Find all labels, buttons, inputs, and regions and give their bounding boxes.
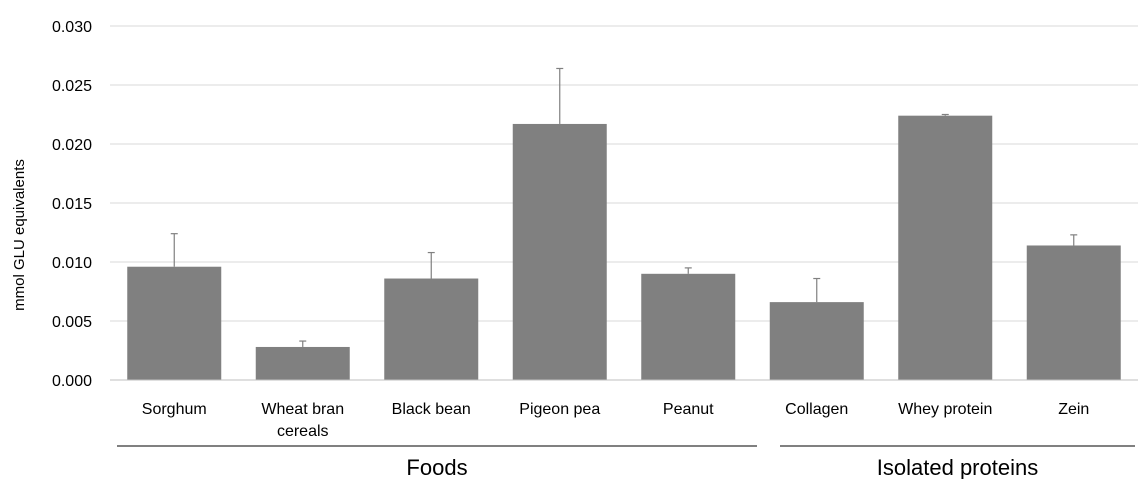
x-tick-label: Collagen xyxy=(785,401,848,418)
x-tick-label: cereals xyxy=(277,423,329,440)
bar xyxy=(512,123,607,380)
group-label: Isolated proteins xyxy=(877,455,1038,479)
labels: 0.000 0.005 0.010 0.015 0.020 0.025 0.030 Sorgh… xyxy=(52,19,1089,480)
y-tick-label: 0.020 xyxy=(52,137,92,154)
x-tick-label: Peanut xyxy=(663,401,714,418)
bar xyxy=(898,115,993,381)
y-tick-label: 0.000 xyxy=(52,373,92,390)
y-tick-label: 0.010 xyxy=(52,255,92,272)
x-tick-label: Whey protein xyxy=(898,401,992,418)
x-tick-label: Black bean xyxy=(392,401,471,418)
bar xyxy=(127,266,222,380)
bars xyxy=(127,67,1121,381)
bar xyxy=(255,346,350,380)
bar xyxy=(1026,245,1121,380)
x-tick-label: Wheat bran xyxy=(261,401,344,418)
y-tick-label: 0.015 xyxy=(52,196,92,213)
x-tick-label: Pigeon pea xyxy=(519,401,600,418)
bar xyxy=(384,278,479,380)
y-tick-label: 0.025 xyxy=(52,78,92,95)
bar xyxy=(769,302,864,380)
y-tick-label: 0.005 xyxy=(52,314,92,331)
y-tick-label: 0.030 xyxy=(52,19,92,36)
y-axis-label: mmol GLU equivalents xyxy=(11,159,28,311)
x-tick-label: Sorghum xyxy=(142,401,207,418)
bar xyxy=(641,273,736,380)
axes xyxy=(110,379,1138,447)
group-label: Foods xyxy=(406,455,467,479)
x-tick-label: Zein xyxy=(1058,401,1089,418)
